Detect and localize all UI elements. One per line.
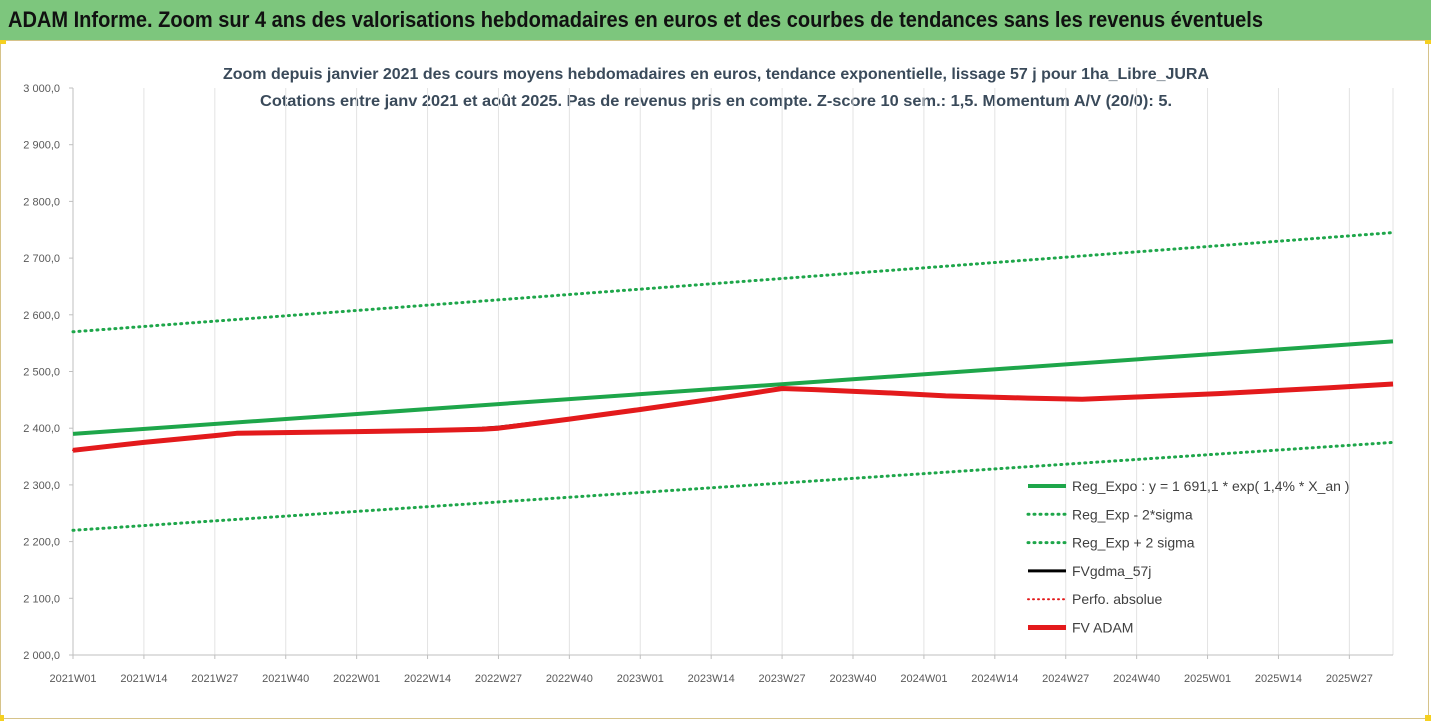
- frame-corner: [0, 715, 4, 721]
- chart-frame: [0, 40, 1429, 719]
- x-tick-label: 2024W27: [1042, 673, 1089, 685]
- x-tick-label: 2021W27: [191, 673, 238, 685]
- chart-title-line-2: Cotations entre janv 2021 et août 2025. …: [260, 93, 1172, 110]
- frame-corner: [0, 40, 6, 44]
- x-tick-label: 2022W40: [546, 673, 593, 685]
- x-tick-label: 2021W14: [120, 673, 167, 685]
- legend-label: FVgdma_57j: [1072, 563, 1151, 579]
- chart-title-line-1: Zoom depuis janvier 2021 des cours moyen…: [223, 66, 1209, 83]
- x-tick-label: 2023W40: [829, 673, 876, 685]
- x-tick-label: 2022W14: [404, 673, 451, 685]
- y-tick-label: 2 000,0: [23, 650, 60, 662]
- gridlines: [72, 88, 1394, 656]
- x-tick-label: 2023W27: [759, 673, 806, 685]
- series-line-dotted-green: [71, 440, 1395, 532]
- x-tick-label: 2024W01: [900, 673, 947, 685]
- frame-corner: [1425, 40, 1431, 44]
- legend-label: FV ADAM: [1072, 620, 1133, 636]
- legend-label: Perfo. absolue: [1072, 591, 1162, 607]
- x-tick-label: 2025W14: [1255, 673, 1302, 685]
- y-tick-label: 2 500,0: [23, 367, 60, 379]
- x-tick-label: 2022W01: [333, 673, 380, 685]
- legend: Reg_Expo : y = 1 691,1 * exp( 1,4% * X_a…: [1026, 478, 1349, 636]
- y-tick-label: 2 300,0: [23, 480, 60, 492]
- y-tick-label: 2 200,0: [23, 537, 60, 549]
- x-tick-label: 2024W40: [1113, 673, 1160, 685]
- x-tick-label: 2022W27: [475, 673, 522, 685]
- x-tick-label: 2024W14: [971, 673, 1018, 685]
- x-tick-label: 2023W01: [617, 673, 664, 685]
- report-header: ADAM Informe. Zoom sur 4 ans des valoris…: [0, 0, 1431, 40]
- x-tick-label: 2021W40: [262, 673, 309, 685]
- frame-corner: [1425, 715, 1431, 721]
- series-lines: [71, 231, 1395, 532]
- series-line-solid-green: [72, 339, 1394, 436]
- x-tick-label: 2025W01: [1184, 673, 1231, 685]
- y-tick-label: 2 800,0: [23, 196, 60, 208]
- series-line-thick-red: [72, 381, 1394, 453]
- legend-label: Reg_Exp - 2*sigma: [1072, 506, 1193, 522]
- y-tick-label: 3 000,0: [23, 83, 60, 95]
- y-tick-label: 2 100,0: [23, 593, 60, 605]
- y-tick-label: 2 400,0: [23, 423, 60, 435]
- series-line-dotted-green: [71, 231, 1395, 334]
- legend-label: Reg_Exp + 2 sigma: [1072, 535, 1195, 551]
- x-tick-label: 2021W01: [49, 673, 96, 685]
- legend-label: Reg_Expo : y = 1 691,1 * exp( 1,4% * X_a…: [1072, 478, 1349, 494]
- y-axis-ticks: 3 000,0 2 900,0 2 800,0 2 700,0 2 600,0 2 500…: [23, 83, 73, 662]
- y-tick-label: 2 600,0: [23, 310, 60, 322]
- y-tick-label: 2 700,0: [23, 253, 60, 265]
- y-tick-label: 2 900,0: [23, 140, 60, 152]
- x-tick-label: 2025W27: [1326, 673, 1373, 685]
- x-tick-label: 2023W14: [688, 673, 735, 685]
- x-axis-ticks: 2021W01 2021W14 2021W27 2021W40 2022W01 2022W…: [49, 655, 1373, 685]
- report-title: ADAM Informe. Zoom sur 4 ans des valoris…: [8, 7, 1264, 32]
